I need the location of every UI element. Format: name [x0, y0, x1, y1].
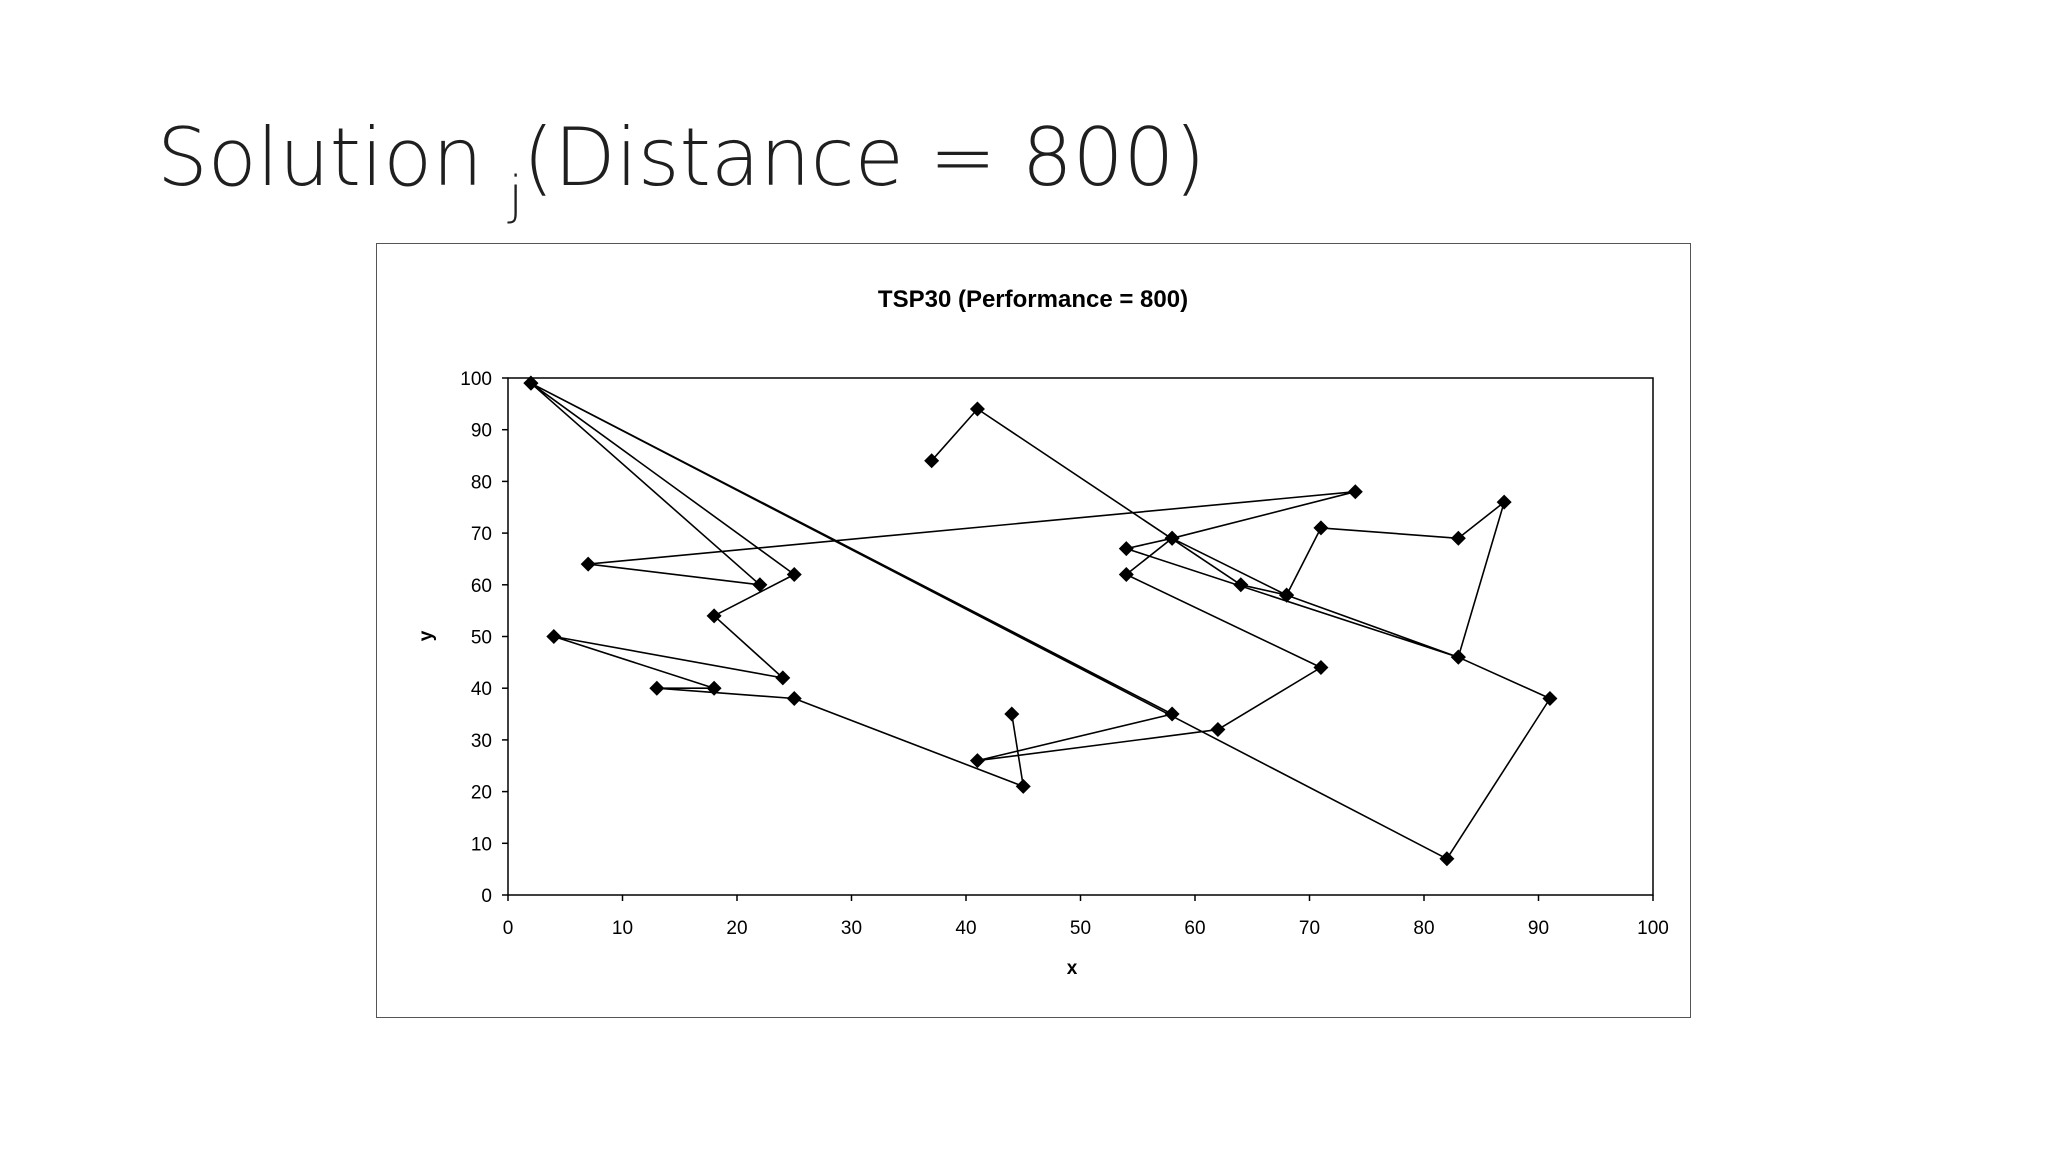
x-tick-label: 30 — [841, 918, 862, 939]
y-tick-label: 10 — [471, 834, 492, 855]
y-tick-label: 60 — [471, 576, 492, 597]
city-point — [1496, 494, 1512, 510]
slide-title-main: Solution — [157, 111, 509, 204]
city-point — [580, 556, 596, 572]
chart-title: TSP30 (Performance = 800) — [878, 286, 1188, 313]
city-point — [1210, 722, 1226, 738]
y-tick-label: 0 — [481, 886, 492, 907]
city-point — [649, 680, 665, 696]
city-point — [706, 608, 722, 624]
y-tick-label: 100 — [460, 369, 492, 390]
city-point — [786, 566, 802, 582]
slide-title-rest: (Distance = 800) — [522, 111, 1206, 204]
x-tick-label: 90 — [1528, 918, 1549, 939]
plot-layer: 0 10 20 30 40 50 60 70 80 90 100 0 10 20 30 40 50 60 70 80 9… — [460, 369, 1669, 939]
city-point — [1347, 484, 1363, 500]
y-tick-label: 90 — [471, 421, 492, 442]
city-point — [1233, 577, 1249, 593]
city-point — [1164, 530, 1180, 546]
x-axis-label: x — [1067, 958, 1078, 979]
city-point — [1015, 778, 1031, 794]
x-tick-label: 60 — [1184, 918, 1205, 939]
city-point — [1542, 691, 1558, 707]
slide-title: Solution j(Distance = 800) — [157, 118, 1206, 223]
city-point — [1164, 706, 1180, 722]
x-tick-label: 80 — [1413, 918, 1434, 939]
city-point — [969, 753, 985, 769]
y-tick-label: 40 — [471, 679, 492, 700]
x-tick-label: 40 — [955, 918, 976, 939]
x-tick-label: 20 — [726, 918, 747, 939]
x-tick-label: 70 — [1299, 918, 1320, 939]
city-point — [706, 680, 722, 696]
y-tick-label: 50 — [471, 628, 492, 649]
city-point — [924, 453, 940, 469]
x-tick-label: 10 — [612, 918, 633, 939]
x-tick-label: 0 — [503, 918, 514, 939]
city-point — [1004, 706, 1020, 722]
city-point — [1313, 520, 1329, 536]
city-point — [1118, 541, 1134, 557]
city-point — [1439, 851, 1455, 867]
tour-line — [530, 382, 1551, 860]
y-tick-label: 80 — [471, 472, 492, 493]
city-point — [523, 375, 539, 391]
chart-frame: TSP30 (Performance = 800) x y 0 10 20 30 40 5… — [376, 243, 1691, 1018]
slide-title-subscript: j — [508, 166, 523, 226]
city-point — [1313, 660, 1329, 676]
city-point — [1450, 530, 1466, 546]
city-point — [546, 629, 562, 644]
city-point — [1118, 566, 1134, 582]
city-point — [786, 691, 802, 707]
x-tick-label: 100 — [1637, 918, 1669, 939]
city-point — [775, 670, 791, 686]
city-point — [1279, 587, 1295, 603]
city-point — [752, 577, 768, 593]
city-point — [1450, 649, 1466, 665]
plot-area — [507, 377, 1654, 896]
y-tick-label: 30 — [471, 731, 492, 752]
tsp-chart: TSP30 (Performance = 800) x y 0 10 20 30 40 5… — [416, 286, 1669, 979]
y-tick-label: 20 — [471, 783, 492, 804]
y-axis-label: y — [416, 630, 437, 641]
city-point — [969, 401, 985, 417]
x-tick-label: 50 — [1070, 918, 1091, 939]
y-tick-label: 70 — [471, 524, 492, 545]
